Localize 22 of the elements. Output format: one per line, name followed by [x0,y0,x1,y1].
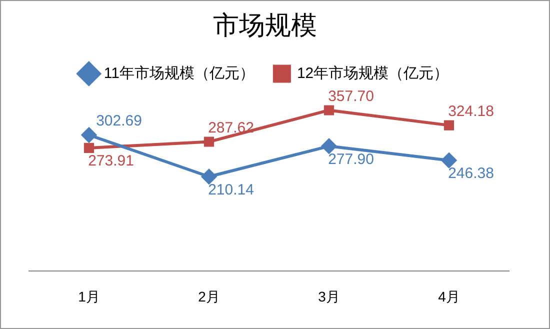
legend-label: 12年市场规模（亿元） [296,64,449,82]
point [84,142,94,153]
data-label: 357.70 [328,88,374,105]
data-label: 277.90 [328,150,374,168]
data-label: 302.69 [96,112,142,130]
legend-label: 11年市场规模（亿元） [104,64,254,82]
point [324,105,334,116]
data-label: 210.14 [208,181,254,198]
point [444,120,454,130]
point [204,136,214,147]
point [202,169,216,184]
chart-title: 市场规模 [213,10,317,40]
x-tick-label: 3月 [318,288,340,304]
x-tick-label: 1月 [78,288,100,304]
x-tick-label: 4月 [438,288,460,304]
x-tick-label: 2月 [198,288,220,304]
data-label: 273.91 [88,152,134,170]
point [82,127,96,142]
data-label: 246.38 [448,164,494,182]
point [322,138,336,154]
data-label: 324.18 [448,102,494,120]
point [442,152,456,168]
